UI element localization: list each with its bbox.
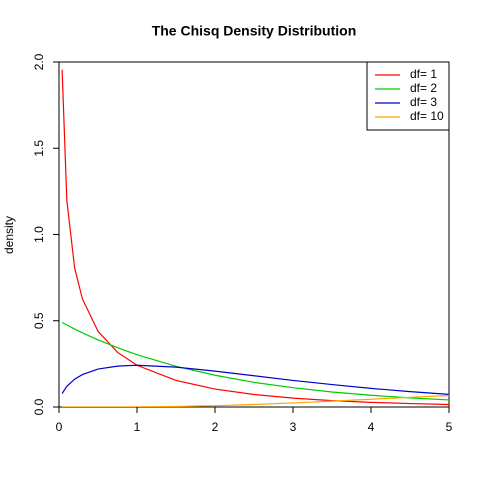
x-tick-label: 0: [56, 420, 63, 434]
line: [61, 321, 449, 401]
chart-title: The Chisq Density Distribution: [152, 23, 357, 39]
y-tick-label: 1.0: [32, 226, 46, 243]
y-tick-label: 0.0: [32, 398, 46, 415]
x-tick-label: 1: [134, 420, 141, 434]
line: [61, 364, 449, 396]
y-tick-label: 2.0: [32, 53, 46, 70]
legend-box: [366, 61, 450, 131]
x-tick-label: 2: [212, 420, 219, 434]
y-tick-label: 1.5: [32, 140, 46, 157]
legend-label: df= 10: [410, 109, 444, 123]
legend-label: df= 3: [410, 95, 437, 109]
line: [61, 69, 449, 406]
y-tick-label: 0.5: [32, 312, 46, 329]
x-tick-label: 4: [368, 420, 375, 434]
plot-area: [61, 69, 449, 407]
line: [62, 394, 449, 407]
legend-label: df= 2: [410, 81, 437, 95]
y-axis-label: density: [2, 216, 16, 254]
x-tick-label: 5: [446, 420, 453, 434]
x-tick-label: 3: [290, 420, 297, 434]
legend-label: df= 1: [410, 67, 437, 81]
